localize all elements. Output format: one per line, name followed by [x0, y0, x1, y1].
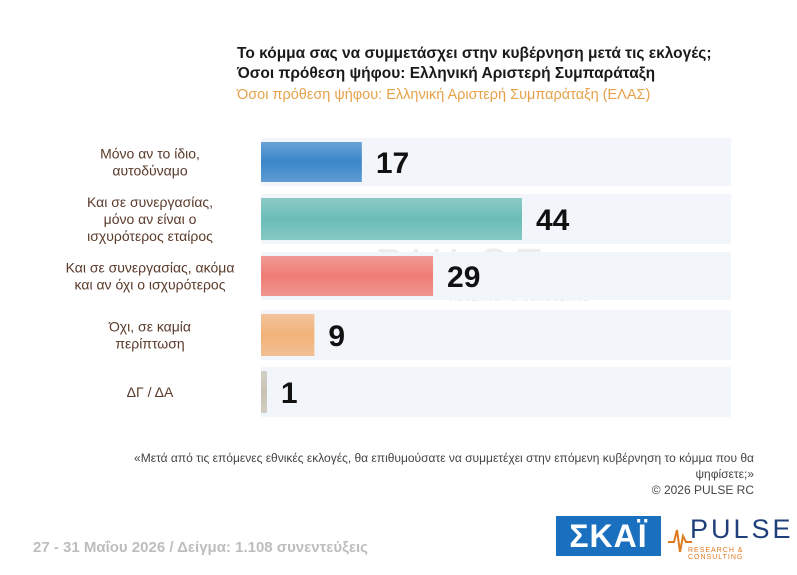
category-label: Και σε συνεργασίας,	[87, 194, 213, 210]
chart-title-line2: Όσοι πρόθεση ψήφου: Ελληνική Αριστερή Συ…	[237, 65, 656, 82]
category-label: ΔΓ / ΔΑ	[127, 384, 174, 400]
footer-date-sample: 27 - 31 Μαΐου 2026 / Δείγμα: 1.108 συνεν…	[33, 539, 368, 556]
bar-track	[261, 367, 731, 417]
category-label: Μόνο αν το ίδιο,	[100, 146, 200, 162]
chart-subtitle: Όσοι πρόθεση ψήφου: Ελληνική Αριστερή Συ…	[237, 87, 651, 103]
chart-title-line1: Το κόμμα σας να συμμετάσχει στην κυβέρνη…	[237, 45, 712, 62]
bar	[261, 198, 522, 240]
pulse-logo: PULSE RESEARCH & CONSULTING	[668, 514, 791, 561]
bar	[261, 371, 267, 413]
data-label: 17	[376, 147, 409, 180]
category-label: περίπτωση	[115, 336, 184, 352]
category-label: μόνο αν είναι ο	[104, 211, 197, 227]
question-note: «Μετά από τις επόμενες εθνικές εκλογές, …	[134, 451, 754, 481]
pulse-logo-subtext: RESEARCH & CONSULTING	[688, 547, 744, 561]
bar	[261, 142, 362, 182]
data-label: 9	[328, 320, 345, 353]
bar-track	[261, 310, 731, 360]
pulse-logo-text: PULSE	[690, 514, 794, 544]
bar	[261, 256, 434, 296]
skai-logo: ΣΚΑΪ	[556, 516, 661, 556]
category-label: Και σε συνεργασίας, ακόμα	[66, 260, 235, 276]
data-label: 29	[447, 261, 480, 294]
category-label: αυτοδύναμο	[112, 163, 187, 179]
bar	[261, 314, 315, 356]
category-label: Όχι, σε καμία	[108, 319, 191, 335]
category-label: ισχυρότερος εταίρος	[87, 228, 213, 244]
data-label: 1	[281, 377, 298, 410]
category-label: και αν όχι ο ισχυρότερος	[75, 277, 226, 293]
copyright: © 2026 PULSE RC	[651, 483, 754, 497]
data-label: 44	[536, 204, 570, 237]
pulse-wave-icon	[668, 529, 692, 553]
